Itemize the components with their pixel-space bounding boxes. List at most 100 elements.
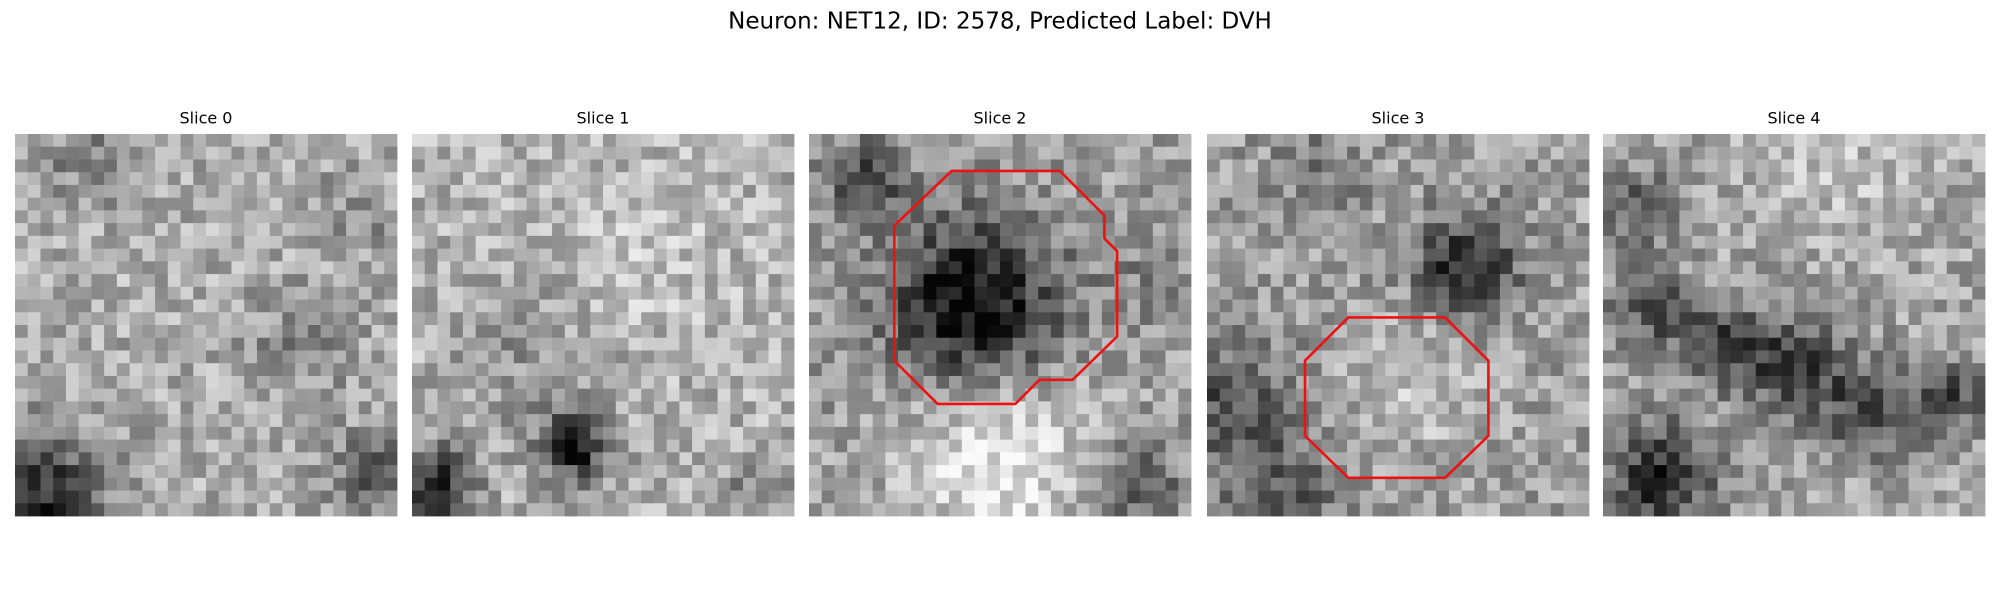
pixel [1576,337,1590,351]
pixel [1152,439,1166,453]
pixel [1538,235,1552,249]
pixel [1921,146,1935,160]
pixel [1000,452,1014,466]
pixel [450,235,464,249]
pixel [1308,146,1322,160]
pixel [424,223,438,237]
pixel [1603,337,1617,351]
pixel [104,299,118,313]
pixel [244,325,258,339]
pixel [1641,159,1655,173]
pixel [1806,490,1820,504]
pixel [615,426,629,440]
pixel [104,503,118,517]
pixel [155,146,169,160]
pixel [1576,350,1590,364]
pixel [1692,159,1706,173]
pixel [1474,401,1488,415]
pixel [256,490,271,504]
pixel [424,299,438,313]
pixel [501,248,515,262]
pixel [539,452,553,466]
pixel [27,172,41,186]
pixel [1114,414,1128,428]
pixel [1870,337,1884,351]
pixel [1730,477,1744,491]
pixel [1423,248,1437,262]
pixel [1038,172,1052,186]
pixel [116,465,130,479]
pixel [1436,477,1450,491]
pixel [1334,375,1348,390]
pixel [1768,325,1782,339]
pixel [1219,299,1233,313]
pixel [1883,490,1897,504]
pixel [1921,388,1935,402]
pixel [104,223,118,237]
pixel [1359,261,1373,275]
pixel [1883,375,1897,390]
pixel [1219,248,1233,262]
pixel [1076,134,1090,148]
pixel [1178,261,1192,275]
pixel [1207,248,1221,262]
pixel [590,375,604,390]
pixel [1232,401,1246,415]
pixel [1283,286,1297,300]
pixel [40,465,54,479]
pixel [1603,146,1617,160]
pixel [1207,235,1221,249]
pixel [78,490,92,504]
pixel [193,363,207,377]
pixel [1781,210,1795,224]
pixel [1908,184,1922,199]
pixel [1321,210,1335,224]
pixel [167,350,181,364]
pixel [1641,184,1655,199]
pixel [1603,197,1617,211]
pixel [1794,414,1808,428]
pixel [679,490,693,504]
pixel [1730,465,1744,479]
pixel [1165,388,1179,402]
pixel [231,146,245,160]
pixel [834,337,848,351]
pixel [142,414,156,428]
pixel [269,210,283,224]
pixel [1089,146,1103,160]
pixel [923,134,937,148]
pixel [847,439,861,453]
pixel [27,388,41,402]
pixel [859,184,874,199]
pixel [1895,350,1909,364]
pixel [1308,172,1322,186]
pixel [167,414,181,428]
pixel [40,210,54,224]
pixel [1296,337,1310,351]
pixel [552,465,566,479]
pixel [320,439,334,453]
pixel [1857,235,1871,249]
pixel [1870,172,1884,186]
pixel [1063,414,1077,428]
pixel [424,197,438,211]
pixel [1423,503,1437,517]
pixel [1257,299,1272,313]
pixel [1076,299,1090,313]
pixel [666,146,680,160]
pixel [910,401,924,415]
pixel [1372,350,1386,364]
pixel [1359,210,1373,224]
pixel [1538,223,1552,237]
pixel [1025,490,1039,504]
pixel [590,325,604,339]
pixel [552,414,566,428]
pixel [526,184,540,199]
pixel [1959,248,1973,262]
pixel [1615,261,1629,275]
pixel [552,210,566,224]
pixel [692,388,706,402]
pixel [628,134,642,148]
pixel [1398,414,1412,428]
pixel [768,337,782,351]
